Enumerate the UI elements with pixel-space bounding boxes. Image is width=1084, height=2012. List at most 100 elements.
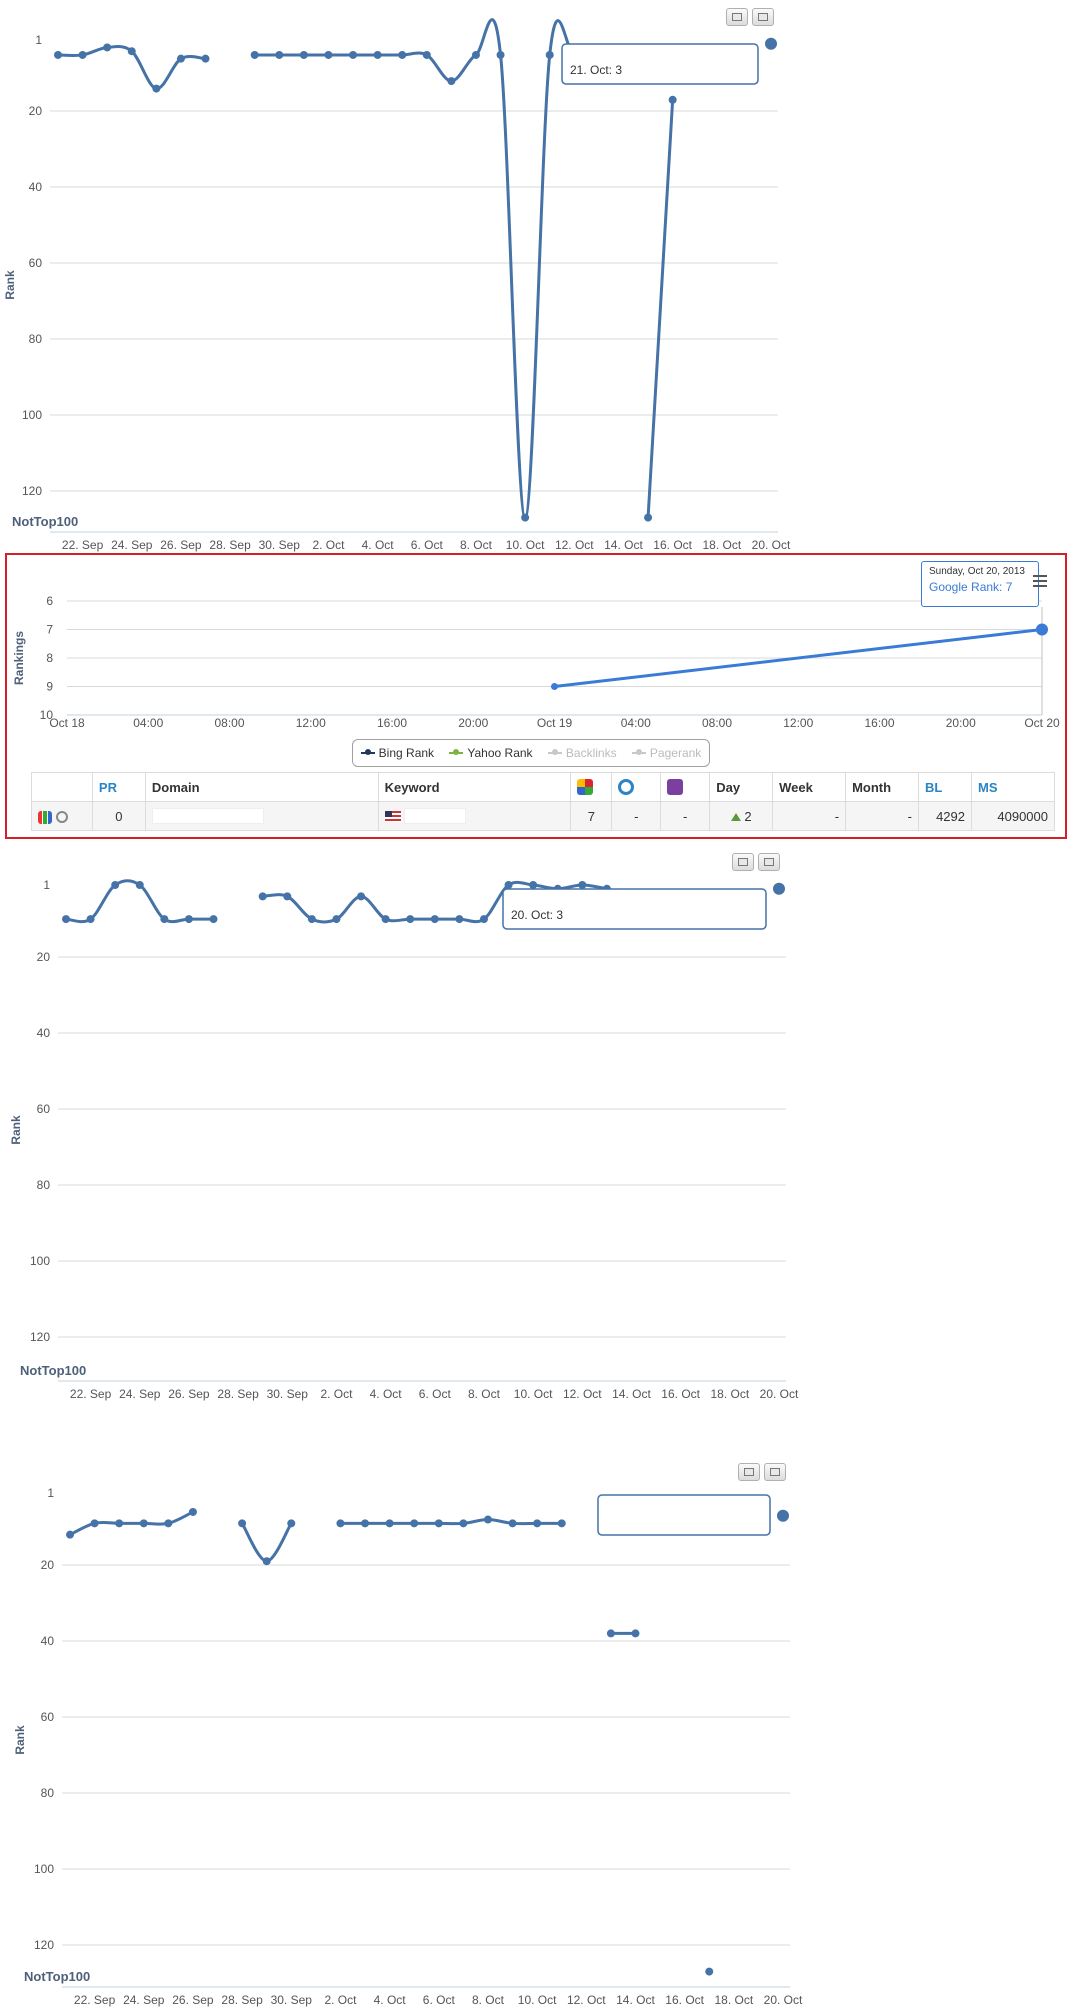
legend-item-backlinks[interactable]: Backlinks [547,746,617,760]
x-tick-label: 2. Oct [324,1993,357,2007]
us-flag-icon [384,810,401,822]
y-tick-label: 1 [43,878,50,892]
legend-item-bing[interactable]: Bing Rank [360,746,434,760]
data-point [275,50,284,59]
y-tick-label: 100 [22,408,42,422]
x-tick-label: 4. Oct [374,1993,407,2007]
data-point [139,1519,148,1528]
x-tick-label: Oct 18 [49,716,85,730]
data-point [283,892,292,901]
x-tick-label: 30. Sep [267,1387,309,1401]
x-tick-label: 6. Oct [423,1993,456,2007]
export-button[interactable] [764,1463,786,1481]
x-tick-label: 18. Oct [710,1387,749,1401]
data-point [209,915,218,924]
data-point [164,1519,173,1528]
data-point [135,881,144,889]
x-tick-label: 16. Oct [661,1387,700,1401]
data-point [508,1519,517,1528]
data-point [258,892,267,901]
cell-pr: 0 [91,801,146,831]
cell-month: - [845,801,920,831]
data-point [631,1629,640,1638]
y-tick-label: 40 [37,1026,51,1040]
y-tick-label: 7 [46,623,53,637]
bar-chart-icon[interactable] [38,810,52,824]
data-point [521,513,530,522]
y-tick-label: 9 [46,680,53,694]
data-point [434,1519,443,1528]
x-tick-label: 6. Oct [419,1387,452,1401]
header-ms[interactable]: MS [970,772,1056,802]
x-tick-label: 2. Oct [312,538,345,552]
export-button[interactable] [752,8,774,26]
legend-item-pagerank[interactable]: Pagerank [631,746,701,760]
print-button[interactable] [738,1463,760,1481]
x-tick-label: 20. Oct [764,1993,803,2007]
google-icon [577,779,594,796]
chart-menu-icon[interactable] [1033,575,1047,587]
y-axis-label: Rank [3,270,17,300]
x-tick-label: 20. Oct [760,1387,799,1401]
x-tick-label: 16. Oct [665,1993,704,2007]
x-tick-label: 16:00 [377,716,407,730]
rankings-tooltip: Sunday, Oct 20, 2013 Google Rank: 7 [921,561,1039,607]
search-icon[interactable] [55,811,68,824]
data-point [152,84,161,93]
cell-bing: - [611,801,662,831]
x-tick-label: 24. Sep [111,538,153,552]
cell-bl: 4292 [918,801,972,831]
header-bing[interactable] [611,772,662,802]
x-tick-label: 12. Oct [555,538,594,552]
print-button[interactable] [726,8,748,26]
x-tick-label: 22. Sep [70,1387,112,1401]
data-point [336,1519,345,1528]
x-tick-label: 28. Sep [217,1387,259,1401]
y-tick-label: 120 [34,1938,54,1952]
legend-item-yahoo[interactable]: Yahoo Rank [449,746,533,760]
y-tick-label: 120 [30,1330,50,1344]
data-point [545,50,554,59]
header-yahoo[interactable] [660,772,711,802]
data-point [54,50,62,59]
header-week[interactable]: Week [772,772,847,802]
data-point [299,50,308,59]
yahoo-icon [667,779,684,796]
header-keyword[interactable]: Keyword [377,772,572,802]
header-bl[interactable]: BL [918,772,972,802]
data-point [533,1519,542,1528]
print-button[interactable] [732,853,754,871]
x-tick-label: 14. Oct [604,538,643,552]
x-tick-label: 26. Sep [172,1993,214,2007]
header-pr[interactable]: PR [91,772,146,802]
x-tick-label: 4. Oct [362,538,395,552]
header-month[interactable]: Month [845,772,920,802]
x-tick-label: 20:00 [458,716,488,730]
y-tick-label: 80 [41,1786,55,1800]
x-tick-label: 08:00 [214,716,244,730]
y-tick-label: 60 [37,1102,51,1116]
not-top-100-label: NotTop100 [12,514,78,529]
data-point [483,1515,492,1524]
header-google[interactable] [570,772,613,802]
data-point [357,892,366,901]
x-tick-label: 20:00 [946,716,976,730]
header-blank [31,772,93,802]
data-point [430,915,439,924]
header-domain[interactable]: Domain [144,772,379,802]
y-tick-label: 40 [29,180,43,194]
data-point [385,1519,394,1528]
table-header-row: PR Domain Keyword Day Week Month BL MS [31,772,1056,802]
x-tick-label: 8. Oct [468,1387,501,1401]
x-tick-label: 14. Oct [612,1387,651,1401]
data-point [184,915,193,924]
export-button[interactable] [758,853,780,871]
tooltip-rank: Google Rank: 7 [929,580,1013,594]
rank-chart-3: 1 20 40 60 80 100 120 Rank NotTop100 22. Sep 24. S… [0,1455,803,2010]
not-top-100-label: NotTop100 [20,1363,86,1378]
data-point [705,1967,714,1976]
header-day[interactable]: Day [709,772,774,802]
data-point [406,915,415,924]
